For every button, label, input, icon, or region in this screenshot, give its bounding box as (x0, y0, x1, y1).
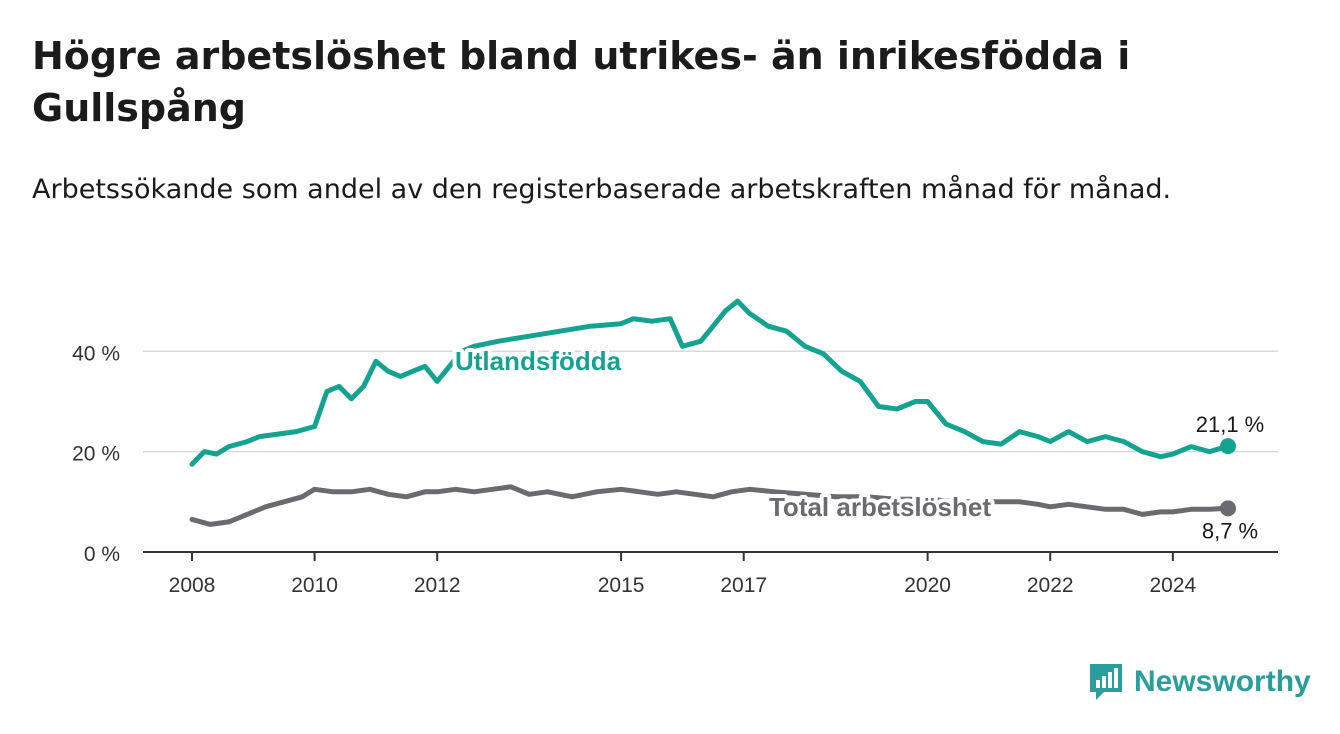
chart-title: Högre arbetslöshet bland utrikes- än inr… (32, 34, 1131, 130)
x-tick-label: 2020 (904, 574, 951, 597)
y-tick-label: 40 % (72, 342, 120, 365)
gridlines (143, 350, 1278, 453)
y-axis-ticks: 0 % 20 % 40 % (72, 342, 120, 566)
y-tick-label: 0 % (84, 543, 120, 566)
series-end-label: 21,1 % (1196, 412, 1265, 437)
x-tick-label: 2015 (598, 574, 645, 597)
x-tick-label: 2010 (291, 574, 338, 597)
series-name-label: Total arbetslöshet (769, 492, 991, 522)
series-end-point (1220, 438, 1236, 455)
y-tick-label: 20 % (72, 443, 120, 466)
x-axis: 2008 2010 2012 2015 2017 2020 2022 2024 (143, 551, 1278, 597)
series-line (189, 484, 1231, 527)
series-name-halo: Utlandsfödda (455, 346, 622, 376)
x-tick-label: 2024 (1149, 574, 1196, 597)
newsworthy-logo-icon (1090, 664, 1122, 700)
x-tick-label: 2008 (169, 574, 216, 597)
series-lines (189, 298, 1236, 527)
series-name-label: Utlandsfödda (455, 346, 622, 376)
line-chart: 0 % 20 % 40 % 2008 2010 2012 2015 2017 2020 2022… (72, 298, 1278, 597)
series-end-point (1220, 500, 1236, 517)
series-labels: 21,1 %8,7 %UtlandsföddaUtlandsföddaTotal… (451, 342, 1265, 543)
brand-name: Newsworthy (1134, 665, 1311, 698)
x-tick-label: 2017 (720, 574, 767, 597)
series-name-halo: Total arbetslöshet (769, 492, 991, 522)
x-tick-label: 2012 (414, 574, 461, 597)
series-line (189, 298, 1231, 467)
series-end-label: 8,7 % (1202, 518, 1258, 543)
x-tick-label: 2022 (1027, 574, 1074, 597)
chart-subtitle: Arbetssökande som andel av den registerb… (32, 174, 1172, 205)
brand-logo: Newsworthy (1088, 660, 1311, 704)
